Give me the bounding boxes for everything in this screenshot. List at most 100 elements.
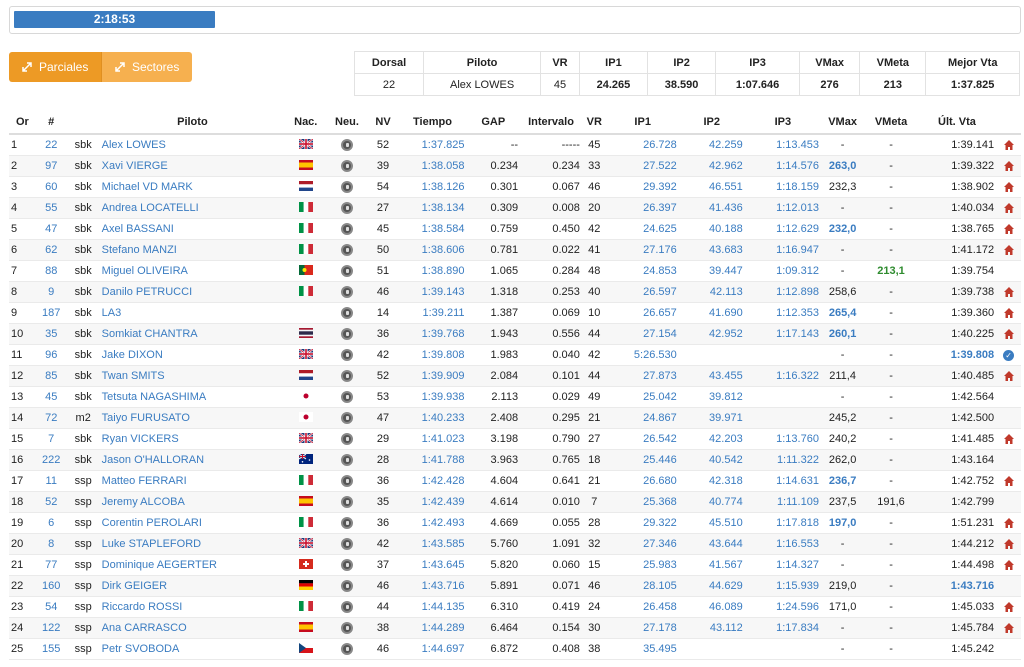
best-time-cell[interactable]: 1:39.211	[398, 302, 467, 324]
dorsal-cell[interactable]: 222	[35, 449, 67, 471]
home-icon[interactable]	[1003, 475, 1015, 487]
best-time-cell[interactable]: 1:40.233	[398, 407, 467, 429]
status-cell[interactable]	[996, 134, 1021, 156]
table-row[interactable]: 9 187 sbk LA3 14 1:39.211 1.387 0.069 10 26.657 41…	[9, 302, 1021, 324]
rider-name-link[interactable]: Alex LOWES	[99, 134, 286, 156]
rider-name-link[interactable]: Dirk GEIGER	[99, 575, 286, 597]
home-icon[interactable]	[1003, 538, 1015, 550]
table-row[interactable]: 2 97 sbk Xavi VIERGE 39 1:38.058 0.234 0.234 33 2…	[9, 155, 1021, 177]
sectores-button[interactable]: Sectores	[101, 52, 192, 82]
rider-name-link[interactable]: Ryan VICKERS	[99, 428, 286, 450]
best-time-cell[interactable]: 1:37.825	[398, 134, 467, 156]
status-cell[interactable]	[996, 596, 1021, 618]
table-row[interactable]: 19 6 ssp Corentin PEROLARI 36 1:42.493 4.669 0.…	[9, 512, 1021, 534]
status-cell[interactable]	[996, 365, 1021, 387]
dorsal-cell[interactable]: 187	[35, 302, 67, 324]
status-cell[interactable]	[996, 407, 1021, 429]
dorsal-cell[interactable]: 85	[35, 365, 67, 387]
table-row[interactable]: 23 54 ssp Riccardo ROSSI 44 1:44.135 6.310 0.41…	[9, 596, 1021, 618]
home-icon[interactable]	[1003, 559, 1015, 571]
status-cell[interactable]	[996, 554, 1021, 576]
rider-name-link[interactable]: Danilo PETRUCCI	[99, 281, 286, 303]
rider-name-link[interactable]: Jason O'HALLORAN	[99, 449, 286, 471]
status-cell[interactable]	[996, 260, 1021, 282]
table-row[interactable]: 22 160 ssp Dirk GEIGER 46 1:43.716 5.891 0.071 4…	[9, 575, 1021, 597]
status-cell[interactable]	[996, 512, 1021, 534]
home-icon[interactable]	[1003, 223, 1015, 235]
rider-name-link[interactable]: Matteo FERRARI	[99, 470, 286, 492]
rider-name-link[interactable]: Tetsuta NAGASHIMA	[99, 386, 286, 408]
status-cell[interactable]	[996, 218, 1021, 240]
dorsal-cell[interactable]: 62	[35, 239, 67, 261]
dorsal-cell[interactable]: 52	[35, 491, 67, 513]
dorsal-cell[interactable]: 55	[35, 197, 67, 219]
table-row[interactable]: 14 72 m2 Taiyo FURUSATO 47 1:40.233 2.408 0.295…	[9, 407, 1021, 429]
parciales-button[interactable]: Parciales	[9, 52, 101, 82]
rider-name-link[interactable]: Jeremy ALCOBA	[99, 491, 286, 513]
table-row[interactable]: 11 96 sbk Jake DIXON 42 1:39.808 1.983 0.040 42 5…	[9, 344, 1021, 366]
table-row[interactable]: 4 55 sbk Andrea LOCATELLI 27 1:38.134 0.309 0.0…	[9, 197, 1021, 219]
dorsal-cell[interactable]: 7	[35, 428, 67, 450]
table-row[interactable]: 15 7 sbk Ryan VICKERS 29 1:41.023 3.198 0.790 27…	[9, 428, 1021, 450]
table-row[interactable]: 20 8 ssp Luke STAPLEFORD 42 1:43.585 5.760 1.09…	[9, 533, 1021, 555]
home-icon[interactable]	[1003, 181, 1015, 193]
rider-name-link[interactable]: Twan SMITS	[99, 365, 286, 387]
table-row[interactable]: 10 35 sbk Somkiat CHANTRA 36 1:39.768 1.943 0.5…	[9, 323, 1021, 345]
best-time-cell[interactable]: 1:39.768	[398, 323, 467, 345]
table-row[interactable]: 21 77 ssp Dominique AEGERTER 37 1:43.645 5.820…	[9, 554, 1021, 576]
table-row[interactable]: 8 9 sbk Danilo PETRUCCI 46 1:39.143 1.318 0.253…	[9, 281, 1021, 303]
dorsal-cell[interactable]: 9	[35, 281, 67, 303]
best-time-cell[interactable]: 1:39.909	[398, 365, 467, 387]
dorsal-cell[interactable]: 6	[35, 512, 67, 534]
best-time-cell[interactable]: 1:42.439	[398, 491, 467, 513]
rider-name-link[interactable]: Andrea LOCATELLI	[99, 197, 286, 219]
home-icon[interactable]	[1003, 244, 1015, 256]
dorsal-cell[interactable]: 160	[35, 575, 67, 597]
rider-name-link[interactable]: Ana CARRASCO	[99, 617, 286, 639]
status-cell[interactable]	[996, 638, 1021, 660]
best-time-cell[interactable]: 1:39.938	[398, 386, 467, 408]
rider-name-link[interactable]: LA3	[99, 302, 286, 324]
status-cell[interactable]	[996, 239, 1021, 261]
best-time-cell[interactable]: 1:38.134	[398, 197, 467, 219]
dorsal-cell[interactable]: 47	[35, 218, 67, 240]
table-row[interactable]: 18 52 ssp Jeremy ALCOBA 35 1:42.439 4.614 0.010…	[9, 491, 1021, 513]
rider-name-link[interactable]: Stefano MANZI	[99, 239, 286, 261]
dorsal-cell[interactable]: 96	[35, 344, 67, 366]
home-icon[interactable]	[1003, 307, 1015, 319]
best-time-cell[interactable]: 1:39.808	[398, 344, 467, 366]
dorsal-cell[interactable]: 77	[35, 554, 67, 576]
home-icon[interactable]	[1003, 202, 1015, 214]
best-time-cell[interactable]: 1:38.606	[398, 239, 467, 261]
rider-name-link[interactable]: Michael VD MARK	[99, 176, 286, 198]
table-row[interactable]: 5 47 sbk Axel BASSANI 45 1:38.584 0.759 0.450 42…	[9, 218, 1021, 240]
table-row[interactable]: 7 88 sbk Miguel OLIVEIRA 51 1:38.890 1.065 0.28…	[9, 260, 1021, 282]
table-row[interactable]: 25 155 ssp Petr SVOBODA 46 1:44.697 6.872 0.408…	[9, 638, 1021, 660]
home-icon[interactable]	[1003, 139, 1015, 151]
status-cell[interactable]: ✓	[996, 344, 1021, 366]
dorsal-cell[interactable]: 122	[35, 617, 67, 639]
rider-name-link[interactable]: Taiyo FURUSATO	[99, 407, 286, 429]
best-time-cell[interactable]: 1:42.428	[398, 470, 467, 492]
table-row[interactable]: 6 62 sbk Stefano MANZI 50 1:38.606 0.781 0.022 4…	[9, 239, 1021, 261]
rider-name-link[interactable]: Corentin PEROLARI	[99, 512, 286, 534]
dorsal-cell[interactable]: 88	[35, 260, 67, 282]
status-cell[interactable]	[996, 197, 1021, 219]
status-cell[interactable]	[996, 428, 1021, 450]
home-icon[interactable]	[1003, 433, 1015, 445]
table-row[interactable]: 24 122 ssp Ana CARRASCO 38 1:44.289 6.464 0.154…	[9, 617, 1021, 639]
status-cell[interactable]	[996, 386, 1021, 408]
summary-cell[interactable]: 22	[353, 73, 425, 96]
best-time-cell[interactable]: 1:38.058	[398, 155, 467, 177]
table-row[interactable]: 13 45 sbk Tetsuta NAGASHIMA 53 1:39.938 2.113 0…	[9, 386, 1021, 408]
best-time-cell[interactable]: 1:41.788	[398, 449, 467, 471]
rider-name-link[interactable]: Dominique AEGERTER	[99, 554, 286, 576]
dorsal-cell[interactable]: 45	[35, 386, 67, 408]
best-time-cell[interactable]: 1:38.584	[398, 218, 467, 240]
rider-name-link[interactable]: Petr SVOBODA	[99, 638, 286, 660]
home-icon[interactable]	[1003, 328, 1015, 340]
dorsal-cell[interactable]: 54	[35, 596, 67, 618]
best-time-cell[interactable]: 1:43.585	[398, 533, 467, 555]
dorsal-cell[interactable]: 97	[35, 155, 67, 177]
rider-name-link[interactable]: Xavi VIERGE	[99, 155, 286, 177]
